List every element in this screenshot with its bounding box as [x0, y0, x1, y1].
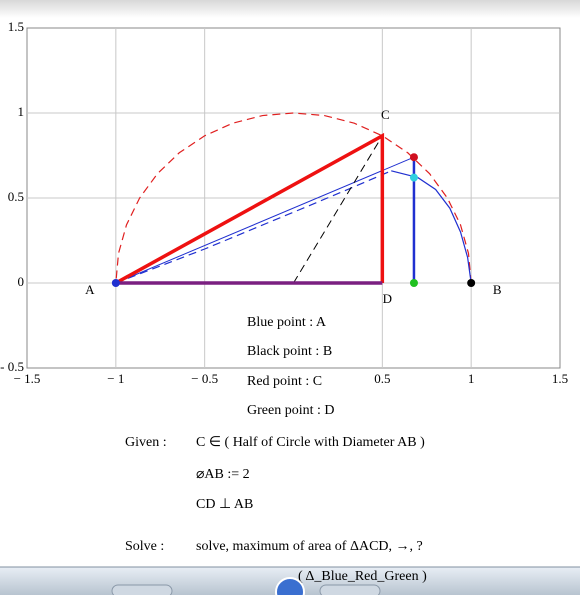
plot: − 1.5 − 1 − 0.5 0.5 1 1.5 - 0.5 0 0.5 1 1.5 A B C D: [0, 19, 568, 386]
vertex-label: A: [85, 282, 95, 297]
x-tick-label: 0.5: [374, 371, 390, 386]
x-tick-label: 1: [468, 371, 475, 386]
given: ⌀AB := 2: [196, 467, 250, 482]
curve: [114, 132, 385, 285]
x-tick-label: − 1: [107, 371, 124, 386]
point: [409, 153, 418, 162]
y-tick-label: 1: [18, 104, 25, 119]
solve: solve, maximum of area of ΔACD, →, ?: [196, 539, 423, 554]
x-tick-label: 1.5: [552, 371, 568, 386]
x-tick-label: − 1.5: [14, 371, 41, 386]
definition: Green point : D: [247, 403, 334, 418]
given: C ∈ ( Half of Circle with Diameter AB ): [196, 435, 425, 450]
solve-label: Solve :: [125, 539, 164, 554]
definition: Black point : B: [247, 344, 332, 359]
vertex-label: C: [381, 107, 390, 122]
control[interactable]: [319, 584, 381, 595]
worksheet: Blue point : A Black point : B Red point…: [125, 315, 425, 554]
footer: ( Δ_Blue_Red_Green ): [298, 569, 427, 584]
top-strip: [0, 0, 580, 18]
curve: [115, 112, 472, 284]
point: [409, 173, 418, 182]
vertex-label: D: [383, 291, 392, 306]
y-tick-label: - 0.5: [0, 359, 24, 374]
point: [409, 279, 418, 287]
y-tick-label: 1.5: [8, 19, 24, 34]
curve: [115, 156, 415, 284]
control[interactable]: [111, 584, 173, 595]
given: CD ⊥ AB: [196, 497, 253, 512]
point: [111, 279, 120, 287]
x-tick-label: − 0.5: [191, 371, 218, 386]
y-tick-label: 0.5: [8, 189, 24, 204]
vertex-label: B: [493, 282, 502, 297]
given-label: Given :: [125, 435, 167, 450]
point: [467, 279, 476, 287]
definition: Blue point : A: [247, 315, 327, 330]
curve: [293, 135, 383, 284]
play-button[interactable]: [275, 577, 305, 595]
y-tick-label: 0: [18, 274, 25, 289]
definition: Red point : C: [247, 374, 322, 389]
